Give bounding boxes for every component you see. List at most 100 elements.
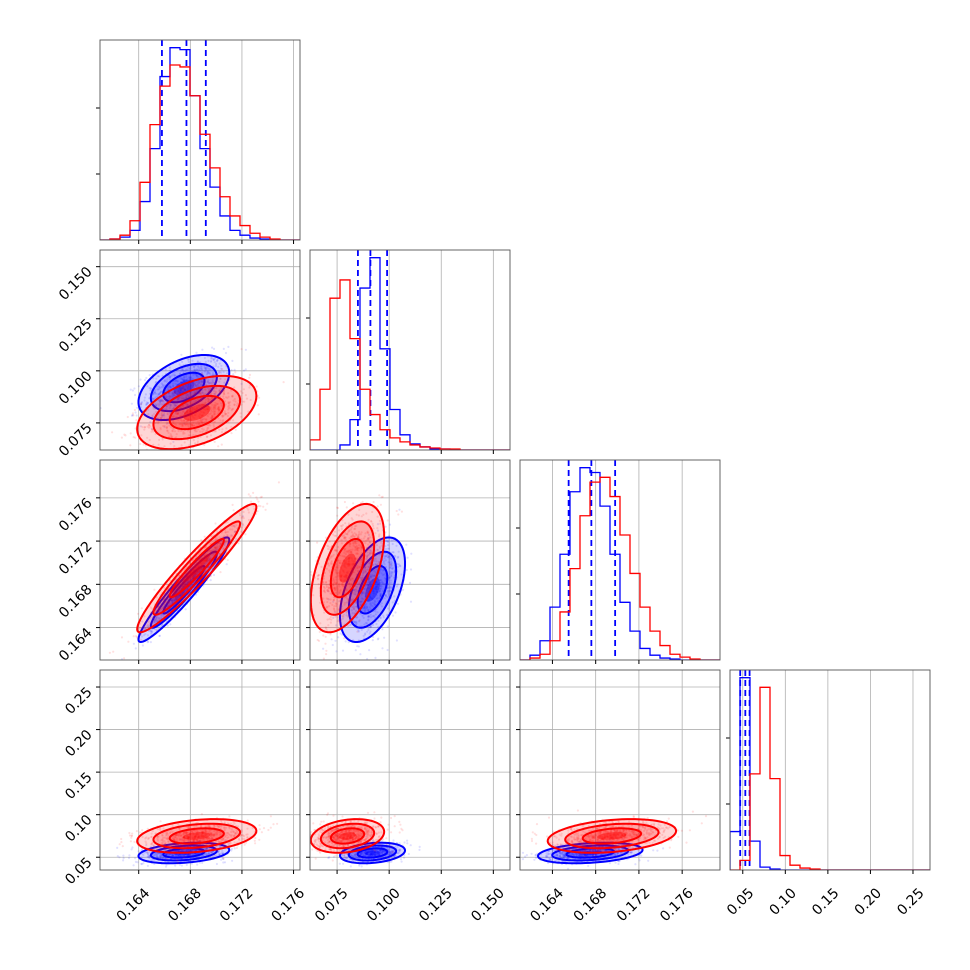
scatter-point bbox=[186, 385, 189, 389]
scatter-point bbox=[178, 423, 181, 426]
scatter-point bbox=[174, 379, 177, 382]
scatter-point bbox=[210, 535, 213, 538]
scatter-point bbox=[252, 504, 255, 507]
scatter-point bbox=[181, 580, 184, 583]
scatter-point bbox=[186, 423, 189, 426]
scatter-point bbox=[169, 433, 172, 436]
scatter-point bbox=[194, 561, 197, 564]
scatter-point bbox=[379, 588, 382, 591]
scatter-point bbox=[163, 380, 166, 383]
scatter-point bbox=[158, 606, 161, 609]
scatter-point bbox=[141, 462, 143, 464]
scatter-point bbox=[343, 601, 347, 604]
scatter-point bbox=[343, 565, 346, 568]
scatter-point bbox=[147, 426, 151, 429]
contour-line bbox=[162, 564, 206, 615]
scatter-point bbox=[366, 554, 369, 557]
scatter-point bbox=[180, 397, 183, 400]
scatter-point bbox=[224, 378, 227, 381]
scatter-point bbox=[161, 438, 164, 441]
scatter-point bbox=[352, 534, 355, 537]
histogram-panel-1 bbox=[310, 250, 510, 450]
scatter-point bbox=[166, 412, 169, 415]
scatter-point bbox=[377, 578, 381, 582]
scatter-point bbox=[222, 371, 225, 374]
scatter-point bbox=[230, 534, 233, 537]
scatter-point bbox=[368, 615, 371, 618]
scatter-point bbox=[379, 579, 382, 582]
scatter-point bbox=[374, 552, 377, 556]
scatter-point bbox=[204, 401, 207, 404]
scatter-point bbox=[377, 619, 380, 622]
scatter-point bbox=[174, 591, 177, 594]
scatter-point bbox=[159, 390, 162, 393]
scatter-point bbox=[134, 857, 137, 860]
scatter-point bbox=[168, 375, 171, 378]
scatter-point bbox=[214, 548, 217, 551]
scatter-point bbox=[182, 583, 185, 586]
scatter-point bbox=[368, 596, 372, 599]
scatter-point bbox=[383, 560, 386, 563]
scatter-point bbox=[193, 401, 196, 404]
scatter-point bbox=[194, 561, 198, 564]
scatter-point bbox=[200, 372, 203, 375]
scatter-point bbox=[364, 607, 368, 610]
scatter-point bbox=[205, 559, 208, 562]
scatter-point bbox=[198, 390, 201, 393]
scatter-point bbox=[203, 356, 206, 360]
scatter-point bbox=[151, 452, 153, 454]
scatter-point bbox=[157, 388, 160, 391]
scatter-point bbox=[204, 402, 207, 405]
scatter-point bbox=[161, 607, 165, 610]
scatter-point bbox=[132, 642, 135, 645]
scatter-point bbox=[226, 533, 229, 537]
scatter-point bbox=[171, 393, 174, 396]
scatter-point bbox=[330, 638, 333, 641]
scatter-point bbox=[187, 570, 190, 573]
scatter-point bbox=[378, 589, 381, 593]
scatter-point bbox=[189, 378, 192, 381]
scatter-point bbox=[163, 414, 166, 417]
scatter-point bbox=[207, 397, 210, 400]
scatter-point bbox=[174, 390, 177, 393]
scatter-point bbox=[206, 412, 209, 415]
scatter-point bbox=[192, 568, 195, 571]
scatter-point bbox=[174, 382, 177, 385]
scatter-point bbox=[202, 559, 205, 562]
scatter-point bbox=[390, 539, 393, 542]
scatter-point bbox=[170, 374, 173, 377]
scatter-point bbox=[244, 348, 247, 351]
scatter-point bbox=[389, 566, 392, 570]
scatter-point bbox=[179, 381, 183, 384]
scatter-point bbox=[139, 456, 141, 458]
scatter-point bbox=[194, 401, 197, 404]
scatter-point bbox=[179, 387, 182, 390]
scatter-point bbox=[375, 590, 378, 594]
scatter-point bbox=[143, 379, 147, 382]
scatter-point bbox=[343, 563, 347, 566]
scatter-point bbox=[186, 420, 189, 423]
scatter-point bbox=[241, 515, 244, 518]
scatter-point bbox=[196, 361, 199, 364]
scatter-point bbox=[203, 421, 206, 424]
scatter-point bbox=[405, 568, 408, 572]
scatter-point bbox=[156, 605, 159, 608]
scatter-point bbox=[194, 392, 197, 395]
scatter-point bbox=[387, 547, 391, 550]
scatter-point bbox=[381, 647, 384, 650]
scatter-point bbox=[247, 518, 250, 522]
scatter-point bbox=[219, 391, 222, 394]
scatter-point bbox=[171, 382, 174, 385]
scatter-point bbox=[163, 445, 166, 448]
scatter-point bbox=[223, 543, 226, 546]
scatter-point bbox=[209, 393, 212, 396]
scatter-point bbox=[134, 647, 137, 650]
scatter-point bbox=[187, 571, 190, 574]
scatter-point bbox=[354, 593, 357, 596]
scatter-point bbox=[376, 505, 379, 508]
scatter-point bbox=[157, 607, 160, 610]
scatter-point bbox=[199, 393, 203, 396]
scatter-point bbox=[188, 412, 191, 415]
scatter-point bbox=[178, 584, 181, 587]
scatter-point bbox=[354, 609, 357, 613]
